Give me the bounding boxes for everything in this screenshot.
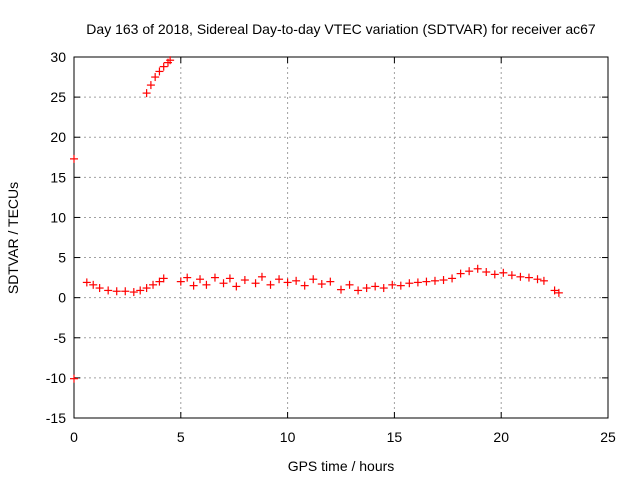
- data-point: [183, 273, 192, 282]
- data-point: [388, 280, 397, 289]
- data-point: [439, 276, 448, 285]
- data-point: [499, 268, 508, 277]
- data-point: [136, 286, 145, 295]
- grid-lines: [74, 57, 608, 418]
- data-point: [240, 276, 249, 285]
- y-tick-label: 25: [50, 89, 66, 105]
- data-point: [300, 281, 309, 290]
- x-tick-label: 5: [177, 429, 185, 445]
- data-point: [371, 282, 380, 291]
- data-point: [516, 272, 525, 281]
- y-axis-label: SDTVAR / TECUs: [5, 182, 21, 294]
- data-point: [283, 278, 292, 287]
- plot-frame: [73, 56, 609, 419]
- data-point: [337, 285, 345, 294]
- data-point: [89, 280, 98, 289]
- data-point: [189, 281, 198, 290]
- y-tick-label: 15: [50, 169, 66, 185]
- data-point: [155, 67, 164, 76]
- data-point: [465, 267, 474, 276]
- data-point: [159, 62, 168, 71]
- chart-title: Day 163 of 2018, Sidereal Day-to-day VTE…: [86, 21, 596, 37]
- data-point: [354, 286, 363, 295]
- data-point: [151, 73, 160, 82]
- data-point: [112, 287, 121, 296]
- data-point: [82, 278, 91, 287]
- x-tick-label: 10: [280, 429, 296, 445]
- data-point: [345, 280, 354, 289]
- x-tick-label: 15: [387, 429, 403, 445]
- y-tick-label: -5: [54, 330, 67, 346]
- x-axis-label: GPS time / hours: [288, 458, 395, 474]
- data-point: [149, 280, 158, 289]
- data-point: [275, 275, 284, 284]
- data-points: [70, 56, 563, 383]
- data-point: [142, 284, 151, 293]
- data-point: [448, 274, 457, 283]
- data-point: [210, 273, 219, 282]
- data-point: [257, 272, 266, 281]
- data-point: [309, 275, 318, 284]
- data-point: [550, 286, 559, 295]
- data-point: [159, 274, 168, 283]
- data-point: [219, 279, 228, 288]
- data-point: [196, 275, 205, 284]
- data-point: [490, 270, 499, 279]
- y-tick-label: 20: [50, 129, 66, 145]
- data-point: [554, 288, 563, 297]
- data-point: [176, 277, 185, 286]
- data-point: [95, 284, 104, 293]
- axis-ticks: 0 5 10 15 20 25 -15 -10 -5 0 5 10 15 20 25 30: [46, 49, 616, 445]
- data-point: [70, 154, 78, 163]
- data-point: [146, 81, 155, 90]
- data-point: [524, 273, 533, 282]
- x-tick-label: 20: [493, 429, 509, 445]
- data-point: [251, 279, 260, 288]
- data-point: [129, 288, 138, 297]
- data-point: [232, 282, 241, 291]
- data-point: [266, 280, 275, 289]
- x-tick-label: 25: [600, 429, 616, 445]
- y-tick-label: -10: [46, 370, 66, 386]
- x-tick-label: 0: [70, 429, 78, 445]
- data-point: [405, 279, 414, 288]
- data-point: [362, 284, 371, 293]
- data-point: [121, 287, 130, 296]
- y-tick-label: 0: [58, 290, 66, 306]
- data-point: [430, 276, 439, 285]
- data-point: [539, 276, 548, 285]
- data-point: [413, 278, 422, 287]
- y-tick-label: 10: [50, 209, 66, 225]
- data-point: [225, 274, 234, 283]
- data-point: [326, 277, 335, 286]
- data-point: [292, 276, 301, 285]
- data-point: [317, 280, 326, 289]
- data-point: [533, 275, 542, 284]
- y-tick-label: -15: [46, 410, 66, 426]
- y-tick-label: 30: [50, 49, 66, 65]
- data-point: [166, 56, 175, 65]
- data-point: [396, 281, 405, 290]
- data-point: [155, 277, 164, 286]
- data-point: [507, 271, 516, 280]
- data-point: [104, 286, 113, 295]
- data-point: [70, 374, 78, 383]
- data-point: [482, 267, 491, 276]
- data-point: [142, 89, 151, 98]
- data-point: [456, 269, 465, 278]
- data-point: [422, 277, 431, 286]
- data-point: [202, 280, 211, 289]
- data-point: [379, 284, 388, 293]
- data-point: [473, 264, 482, 273]
- y-tick-label: 5: [58, 250, 66, 266]
